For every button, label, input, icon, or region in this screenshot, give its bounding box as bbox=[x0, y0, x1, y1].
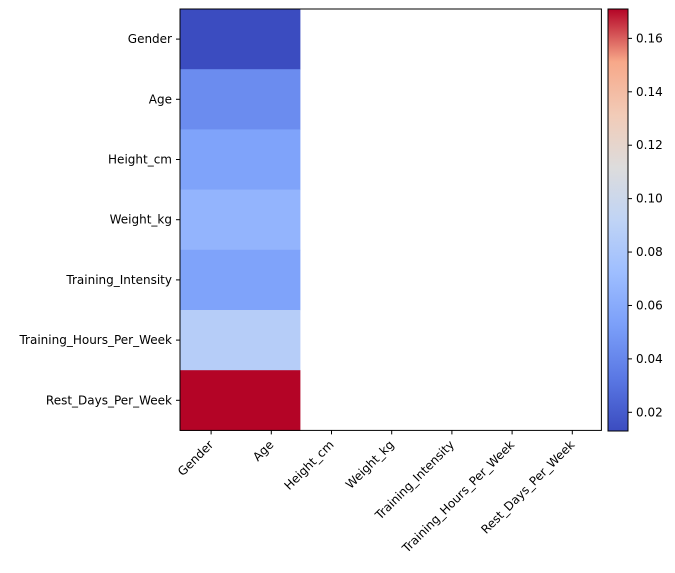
y-tick-label: Gender bbox=[128, 32, 172, 46]
colorbar-tick-label: 0.08 bbox=[636, 245, 663, 259]
x-axis: Gender Age Height_cm Weight_kgTraining_Inte… bbox=[175, 430, 577, 556]
colorbar-tick-label: 0.02 bbox=[636, 405, 663, 419]
y-tick-label: Training_Intensity bbox=[65, 273, 172, 287]
heatmap-cell-age bbox=[180, 69, 301, 130]
x-tick-label: Gender bbox=[175, 438, 216, 479]
x-tick-label: Training_Hours_Per_Week bbox=[399, 438, 517, 556]
x-tick-label: Height_cm bbox=[281, 438, 336, 493]
heatmap-cell-weight-kg bbox=[180, 189, 301, 251]
heatmap-cell-training-hours-per-week bbox=[180, 310, 301, 371]
y-tick-label: Age bbox=[149, 92, 172, 106]
x-tick-label: Weight_kg bbox=[343, 438, 397, 492]
y-tick-label: Training_Hours_Per_Week bbox=[18, 333, 172, 347]
colorbar-ticks: 0.02 0.04 0.06 0.08 0.10 0.12 0.14 0.16 bbox=[628, 31, 663, 419]
colorbar-tick-label: 0.10 bbox=[636, 192, 663, 206]
heatmap-cells bbox=[180, 9, 301, 431]
colorbar-tick-label: 0.04 bbox=[636, 352, 663, 366]
y-tick-label: Height_cm bbox=[108, 153, 172, 167]
x-tick-label: Age bbox=[250, 438, 276, 464]
y-axis: Gender Age Height_cm Weight_kg Training_Inte… bbox=[18, 32, 180, 407]
colorbar-tick-label: 0.12 bbox=[636, 138, 663, 152]
heatmap-cell-gender bbox=[180, 9, 301, 70]
heatmap-cell-height-cm bbox=[180, 129, 301, 191]
colorbar bbox=[607, 8, 629, 432]
heatmap-cell-training-intensity bbox=[180, 249, 301, 311]
heatmap-cell-rest-days-per-week bbox=[180, 370, 301, 431]
y-tick-label: Weight_kg bbox=[110, 213, 172, 227]
colorbar-tick-label: 0.06 bbox=[636, 298, 663, 312]
colorbar-tick-label: 0.14 bbox=[636, 85, 663, 99]
y-tick-label: Rest_Days_Per_Week bbox=[46, 393, 172, 407]
colorbar-tick-label: 0.16 bbox=[636, 31, 663, 45]
